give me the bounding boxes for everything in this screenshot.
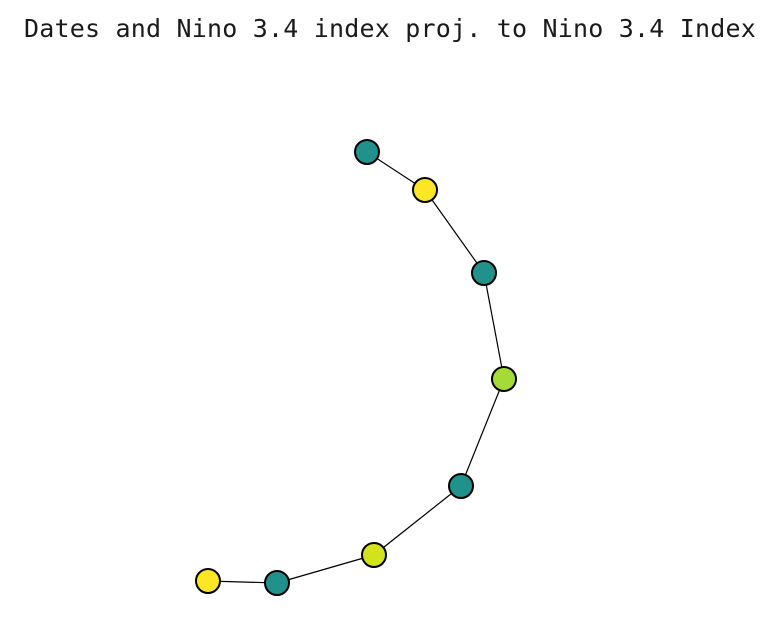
edges-layer [207, 151, 505, 584]
graph-edge-n6-n7 [276, 554, 375, 584]
graph-node-n2 [412, 177, 438, 203]
graph-edge-n2-n3 [424, 189, 485, 274]
graph-node-n4 [491, 366, 517, 392]
graph-node-n5 [448, 473, 474, 499]
graph-node-n1 [354, 139, 380, 165]
graph-edge-n3-n4 [483, 272, 505, 380]
graph-edge-n4-n5 [460, 378, 505, 487]
graph-node-n8 [195, 568, 221, 594]
graph-node-n6 [361, 542, 387, 568]
graph-node-n3 [471, 260, 497, 286]
nodes-layer [195, 139, 517, 596]
graph-node-n7 [264, 570, 290, 596]
graph-edge-n5-n6 [373, 485, 462, 556]
figure-title: Dates and Nino 3.4 index proj. to Nino 3… [23, 14, 757, 43]
